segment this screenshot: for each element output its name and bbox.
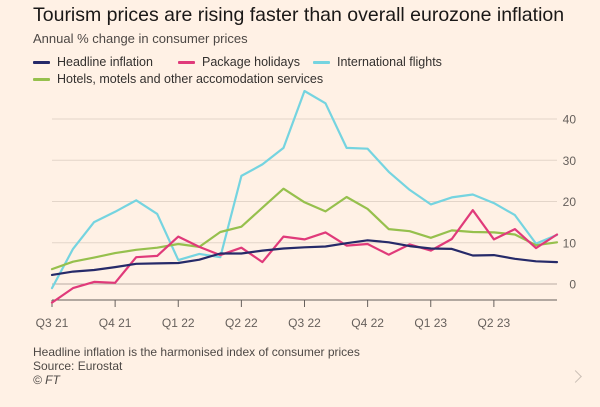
y-tick-label-30: 30 [563, 154, 577, 168]
x-tick-label-5: Q4 22 [351, 316, 384, 330]
footer-copyright: © FT [33, 373, 60, 387]
series-line-hotels-motels-and-other-accomodation-services [50, 187, 559, 271]
legend-label-hotels: Hotels, motels and other accomodation se… [57, 72, 324, 86]
chart-title: Tourism prices are rising faster than ov… [33, 4, 565, 26]
legend-item-package-holidays: Package holidays [178, 55, 300, 69]
legend-swatch-international-flights [313, 60, 330, 64]
x-tick-label-2: Q1 22 [162, 316, 195, 330]
y-tick-label-20: 20 [563, 195, 577, 209]
legend-item-hotels: Hotels, motels and other accomodation se… [33, 72, 323, 86]
legend-item-international-flights: International flights [313, 55, 442, 69]
chart-subtitle: Annual % change in consumer prices [33, 31, 248, 46]
footer-source: Source: Eurostat [33, 359, 123, 373]
footer-note: Headline inflation is the harmonised ind… [33, 345, 360, 359]
legend-item-headline: Headline inflation [33, 55, 153, 69]
y-tick-label-40: 40 [563, 113, 577, 127]
x-tick-label-4: Q3 22 [288, 316, 321, 330]
chart-footer: Headline inflation is the harmonised ind… [33, 345, 360, 387]
series-line-headline-inflation [50, 239, 559, 276]
x-tick-label-1: Q4 21 [99, 316, 132, 330]
legend-swatch-hotels [33, 77, 50, 81]
x-tick-label-3: Q2 22 [225, 316, 258, 330]
series-line-international-flights [50, 89, 559, 290]
legend-label-headline: Headline inflation [57, 55, 153, 69]
x-tick-label-0: Q3 21 [36, 316, 69, 330]
legend-swatch-package-holidays [178, 60, 195, 64]
x-tick-label-7: Q2 23 [478, 316, 511, 330]
y-tick-label-0: 0 [569, 278, 576, 292]
series-line-package-holidays [50, 209, 559, 304]
legend-label-international-flights: International flights [337, 55, 442, 69]
y-tick-label-10: 10 [563, 236, 577, 250]
x-tick-label-6: Q1 23 [414, 316, 447, 330]
legend-label-package-holidays: Package holidays [202, 55, 300, 69]
legend-swatch-headline [33, 60, 50, 64]
